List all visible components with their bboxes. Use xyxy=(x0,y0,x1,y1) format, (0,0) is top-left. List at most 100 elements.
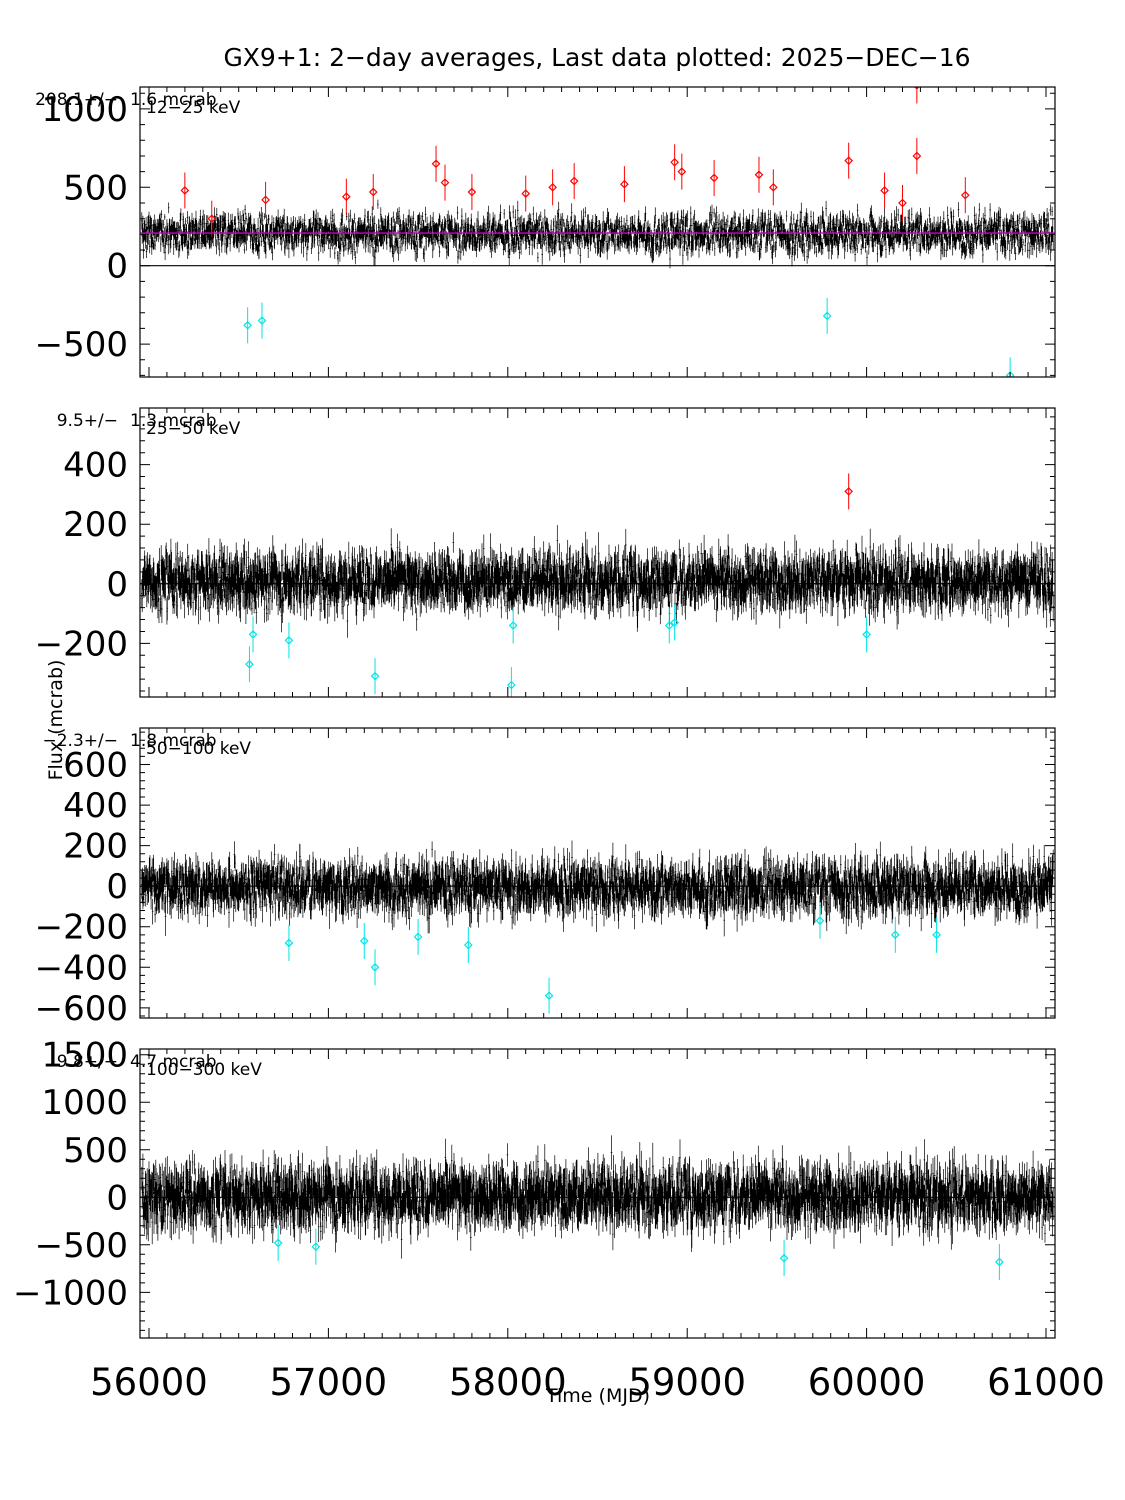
high-point xyxy=(960,177,970,214)
band-label: 25−50 keV xyxy=(146,419,241,439)
low-point xyxy=(245,646,254,683)
y-tick-label: 200 xyxy=(63,827,128,867)
figure-title: GX9+1: 2−day averages, Last data plotted… xyxy=(223,43,970,72)
y-tick-label: 600 xyxy=(63,746,128,786)
high-point xyxy=(521,175,531,212)
high-point xyxy=(677,153,687,190)
x-ticks xyxy=(148,1049,1047,1338)
band-label: 100−300 keV xyxy=(146,1060,262,1080)
error-label: 4.7 mcrab xyxy=(130,1052,217,1072)
low-point xyxy=(243,307,252,344)
high-point xyxy=(261,181,270,218)
y-tick-label: 1500 xyxy=(41,1036,128,1076)
high-point xyxy=(341,178,351,215)
low-point xyxy=(257,302,267,339)
low-point xyxy=(508,607,518,644)
low-point xyxy=(413,918,423,955)
error-bars xyxy=(141,199,1054,269)
x-tick-label: 58000 xyxy=(449,1361,567,1404)
high-point xyxy=(844,473,854,510)
data-series xyxy=(141,199,1054,269)
y-tick-label: −1000 xyxy=(13,1273,128,1313)
high-point xyxy=(431,145,441,182)
high-point xyxy=(440,164,450,201)
high-point xyxy=(368,174,378,211)
low-point xyxy=(248,616,258,653)
low-point xyxy=(284,924,294,961)
high-point xyxy=(768,169,778,206)
error-label: 1.3 mcrab xyxy=(130,411,217,431)
y-tick-label: −500 xyxy=(35,1226,128,1266)
high-point xyxy=(467,174,477,211)
y-tick-label: −600 xyxy=(35,989,128,1029)
low-point xyxy=(932,916,941,953)
band-label: 12−25 keV xyxy=(146,98,241,118)
x-tick-label: 61000 xyxy=(987,1361,1105,1404)
mean-label: −2.3+/− xyxy=(43,731,119,751)
x-ticks xyxy=(148,728,1047,1018)
high-point xyxy=(912,137,922,174)
low-point xyxy=(995,1243,1004,1280)
error-label: 1.8 mcrab xyxy=(130,731,217,751)
high-point xyxy=(569,163,579,200)
low-point xyxy=(273,1224,283,1261)
y-tick-label: 0 xyxy=(106,1178,128,1218)
x-tick-labels: 56000 57000 58000 59000 60000 61000 xyxy=(90,1361,1105,1404)
error-bars xyxy=(141,525,1054,638)
low-point xyxy=(815,902,825,939)
low-point xyxy=(664,607,674,644)
high-point xyxy=(620,166,629,203)
low-point xyxy=(779,1240,789,1277)
y-tick-label: 500 xyxy=(63,168,128,208)
x-tick-label: 60000 xyxy=(808,1361,926,1404)
high-point xyxy=(844,142,854,179)
band-label: 50−100 keV xyxy=(146,739,251,759)
panel-4: −1000 −500 0 500 1000 1500 100−300 keV 9.8+/− 4.… xyxy=(13,1036,1056,1339)
y-tick-label: 1000 xyxy=(41,90,128,130)
y-tick-label: −500 xyxy=(35,325,128,365)
y-tick-label: −200 xyxy=(35,624,128,664)
y-ticks xyxy=(140,416,1055,692)
data-points xyxy=(141,203,1054,260)
low-point xyxy=(670,604,679,641)
plot-frame xyxy=(139,407,1056,698)
high-point xyxy=(670,144,679,181)
x-tick-label: 57000 xyxy=(270,1361,388,1404)
x-axis-label: Time (MJD) xyxy=(545,1385,650,1407)
high-point xyxy=(207,200,217,237)
y-tick-label: 0 xyxy=(106,247,128,287)
y-tick-label: 400 xyxy=(63,786,128,826)
data-series xyxy=(141,840,1054,937)
low-point xyxy=(284,622,294,659)
high-point xyxy=(898,185,907,221)
y-tick-label: 500 xyxy=(63,1131,128,1171)
high-point xyxy=(754,156,764,193)
y-ticks xyxy=(140,731,1055,1017)
data-series xyxy=(141,525,1054,638)
y-axis-label: Flux (mcrab) xyxy=(45,660,67,781)
x-tick-label: 56000 xyxy=(90,1361,208,1404)
panel-2: −200 0 200 400 25−50 keV 9.5+/− 1.3 mcrab xyxy=(35,407,1056,698)
low-point xyxy=(359,922,369,959)
y-tick-label: −200 xyxy=(35,908,128,948)
panel-1: −500 0 500 1000 12−25 keV 208.1+/− 1.6 mcrab xyxy=(35,86,1056,378)
high-point xyxy=(709,159,719,196)
low-point xyxy=(370,658,380,695)
y-tick-label: 0 xyxy=(106,867,128,907)
x-ticks xyxy=(148,87,1047,377)
high-point xyxy=(180,172,190,209)
y-ticks xyxy=(140,92,1055,376)
mean-label: 9.8+/− xyxy=(57,1052,118,1072)
mean-label: 9.5+/− xyxy=(57,411,118,431)
y-tick-label: 0 xyxy=(106,565,128,605)
error-bars xyxy=(141,840,1054,937)
y-ticks xyxy=(140,1054,1055,1331)
y-tick-label: 400 xyxy=(63,446,128,486)
low-point xyxy=(822,297,832,334)
low-point xyxy=(370,949,380,986)
low-point xyxy=(507,667,516,697)
low-point xyxy=(311,1228,321,1265)
low-point xyxy=(862,616,871,653)
